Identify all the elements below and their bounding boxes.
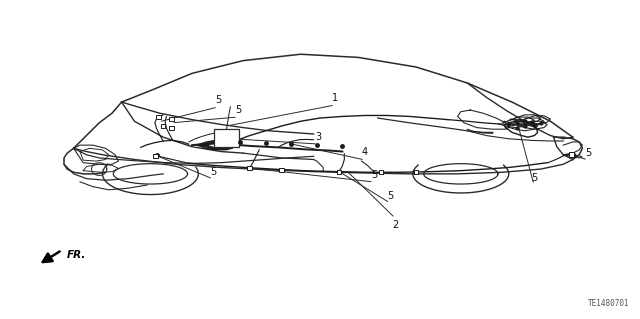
- Bar: [156, 115, 161, 119]
- Bar: [161, 124, 165, 128]
- Text: FR.: FR.: [67, 250, 86, 260]
- Bar: [169, 117, 174, 121]
- Bar: [337, 170, 342, 174]
- Text: 1: 1: [332, 93, 338, 103]
- Text: 5: 5: [585, 148, 591, 158]
- Text: 5: 5: [215, 95, 221, 105]
- Bar: [379, 170, 383, 174]
- Bar: [280, 168, 284, 172]
- Text: 4: 4: [362, 147, 368, 157]
- Text: 5: 5: [371, 170, 377, 180]
- Text: 3: 3: [315, 132, 321, 142]
- Bar: [569, 152, 574, 157]
- Text: TE1480701: TE1480701: [588, 299, 630, 308]
- Bar: [414, 170, 419, 174]
- Bar: [248, 166, 252, 170]
- Text: 5: 5: [387, 191, 393, 201]
- Text: 5: 5: [531, 173, 537, 183]
- Text: 5: 5: [210, 167, 216, 177]
- Text: 2: 2: [392, 220, 398, 230]
- Bar: [214, 129, 239, 147]
- Bar: [169, 126, 174, 130]
- Bar: [153, 154, 158, 158]
- Text: 5: 5: [235, 105, 241, 115]
